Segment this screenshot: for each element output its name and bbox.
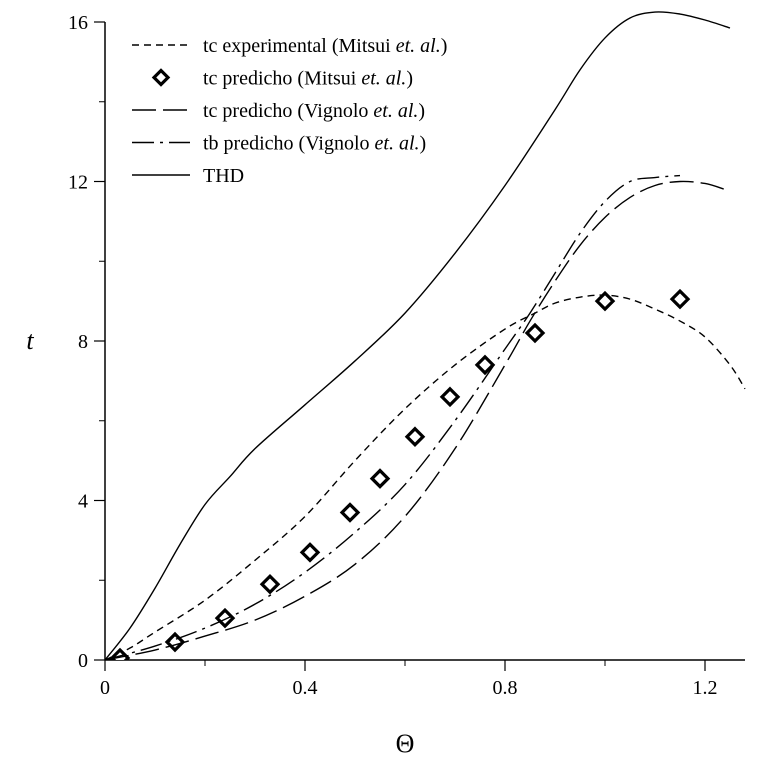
data-point-diamond	[474, 354, 496, 376]
legend-item: tc predicho (Vignolo et. al.)	[132, 100, 425, 122]
x-tick-label: 0	[100, 677, 110, 699]
legend-label-main: THD	[203, 165, 244, 187]
data-point-diamond	[524, 322, 546, 344]
data-point-diamond	[214, 607, 236, 629]
data-point-diamond	[439, 386, 461, 408]
legend-label: tc predicho (Mitsui et. al.)	[203, 68, 413, 90]
data-point-diamond	[299, 542, 321, 563]
legend-label-suffix: )	[441, 35, 448, 57]
legend-label-italic: et. al.	[375, 133, 420, 155]
series-layer	[105, 11, 746, 660]
y-tick-label: 16	[68, 12, 88, 34]
legend-label: tb predicho (Vignolo et. al.)	[203, 133, 426, 155]
legend-label-suffix: )	[420, 133, 427, 155]
y-axis-label: t	[26, 326, 34, 355]
x-tick-label: 1.2	[693, 677, 718, 699]
data-point-diamond	[259, 573, 281, 595]
legend-label-main: tc experimental (Mitsui	[203, 35, 396, 57]
legend: tc experimental (Mitsui et. al.)tc predi…	[132, 35, 447, 187]
data-point-diamond	[594, 290, 616, 312]
data-point-diamond	[669, 288, 691, 310]
x-axis-label: Θ	[396, 729, 415, 758]
series-markers	[109, 288, 691, 660]
series-line-solid	[105, 11, 731, 660]
legend-label: tc predicho (Vignolo et. al.)	[203, 100, 425, 122]
x-tick-label: 0.8	[493, 677, 518, 699]
x-tick-label: 0.4	[293, 677, 318, 699]
legend-label-italic: et. al.	[396, 35, 441, 57]
axes: 0 0.4 0.8 1.2 0 4 8 12 16 Θt	[26, 12, 745, 758]
legend-label-main: tb predicho (Vignolo	[203, 133, 375, 155]
data-point-diamond	[339, 502, 361, 523]
legend-item: THD	[132, 165, 244, 187]
y-tick-label: 0	[78, 650, 88, 672]
legend-label-suffix: )	[406, 68, 413, 90]
legend-item: tc experimental (Mitsui et. al.)	[132, 35, 447, 57]
series-line-dash-dot	[105, 174, 681, 660]
legend-label-suffix: )	[418, 100, 425, 122]
y-tick-label: 12	[68, 172, 88, 194]
y-tick-label: 4	[78, 491, 88, 513]
series-line-dashed	[105, 294, 746, 660]
data-point-diamond	[369, 468, 391, 489]
data-point-diamond	[404, 426, 426, 447]
legend-label-italic: et. al.	[373, 100, 418, 122]
legend-label-italic: et. al.	[361, 68, 406, 90]
legend-item: tb predicho (Vignolo et. al.)	[132, 133, 426, 155]
legend-item: tc predicho (Mitsui et. al.)	[151, 68, 413, 90]
legend-label-main: tc predicho (Mitsui	[203, 68, 361, 90]
y-tick-label: 8	[78, 331, 88, 353]
legend-label-main: tc predicho (Vignolo	[203, 100, 373, 122]
legend-label: tc experimental (Mitsui et. al.)	[203, 35, 447, 57]
legend-swatch-diamond	[151, 68, 171, 87]
series-line-long-dash	[105, 180, 726, 660]
legend-label: THD	[203, 165, 244, 187]
